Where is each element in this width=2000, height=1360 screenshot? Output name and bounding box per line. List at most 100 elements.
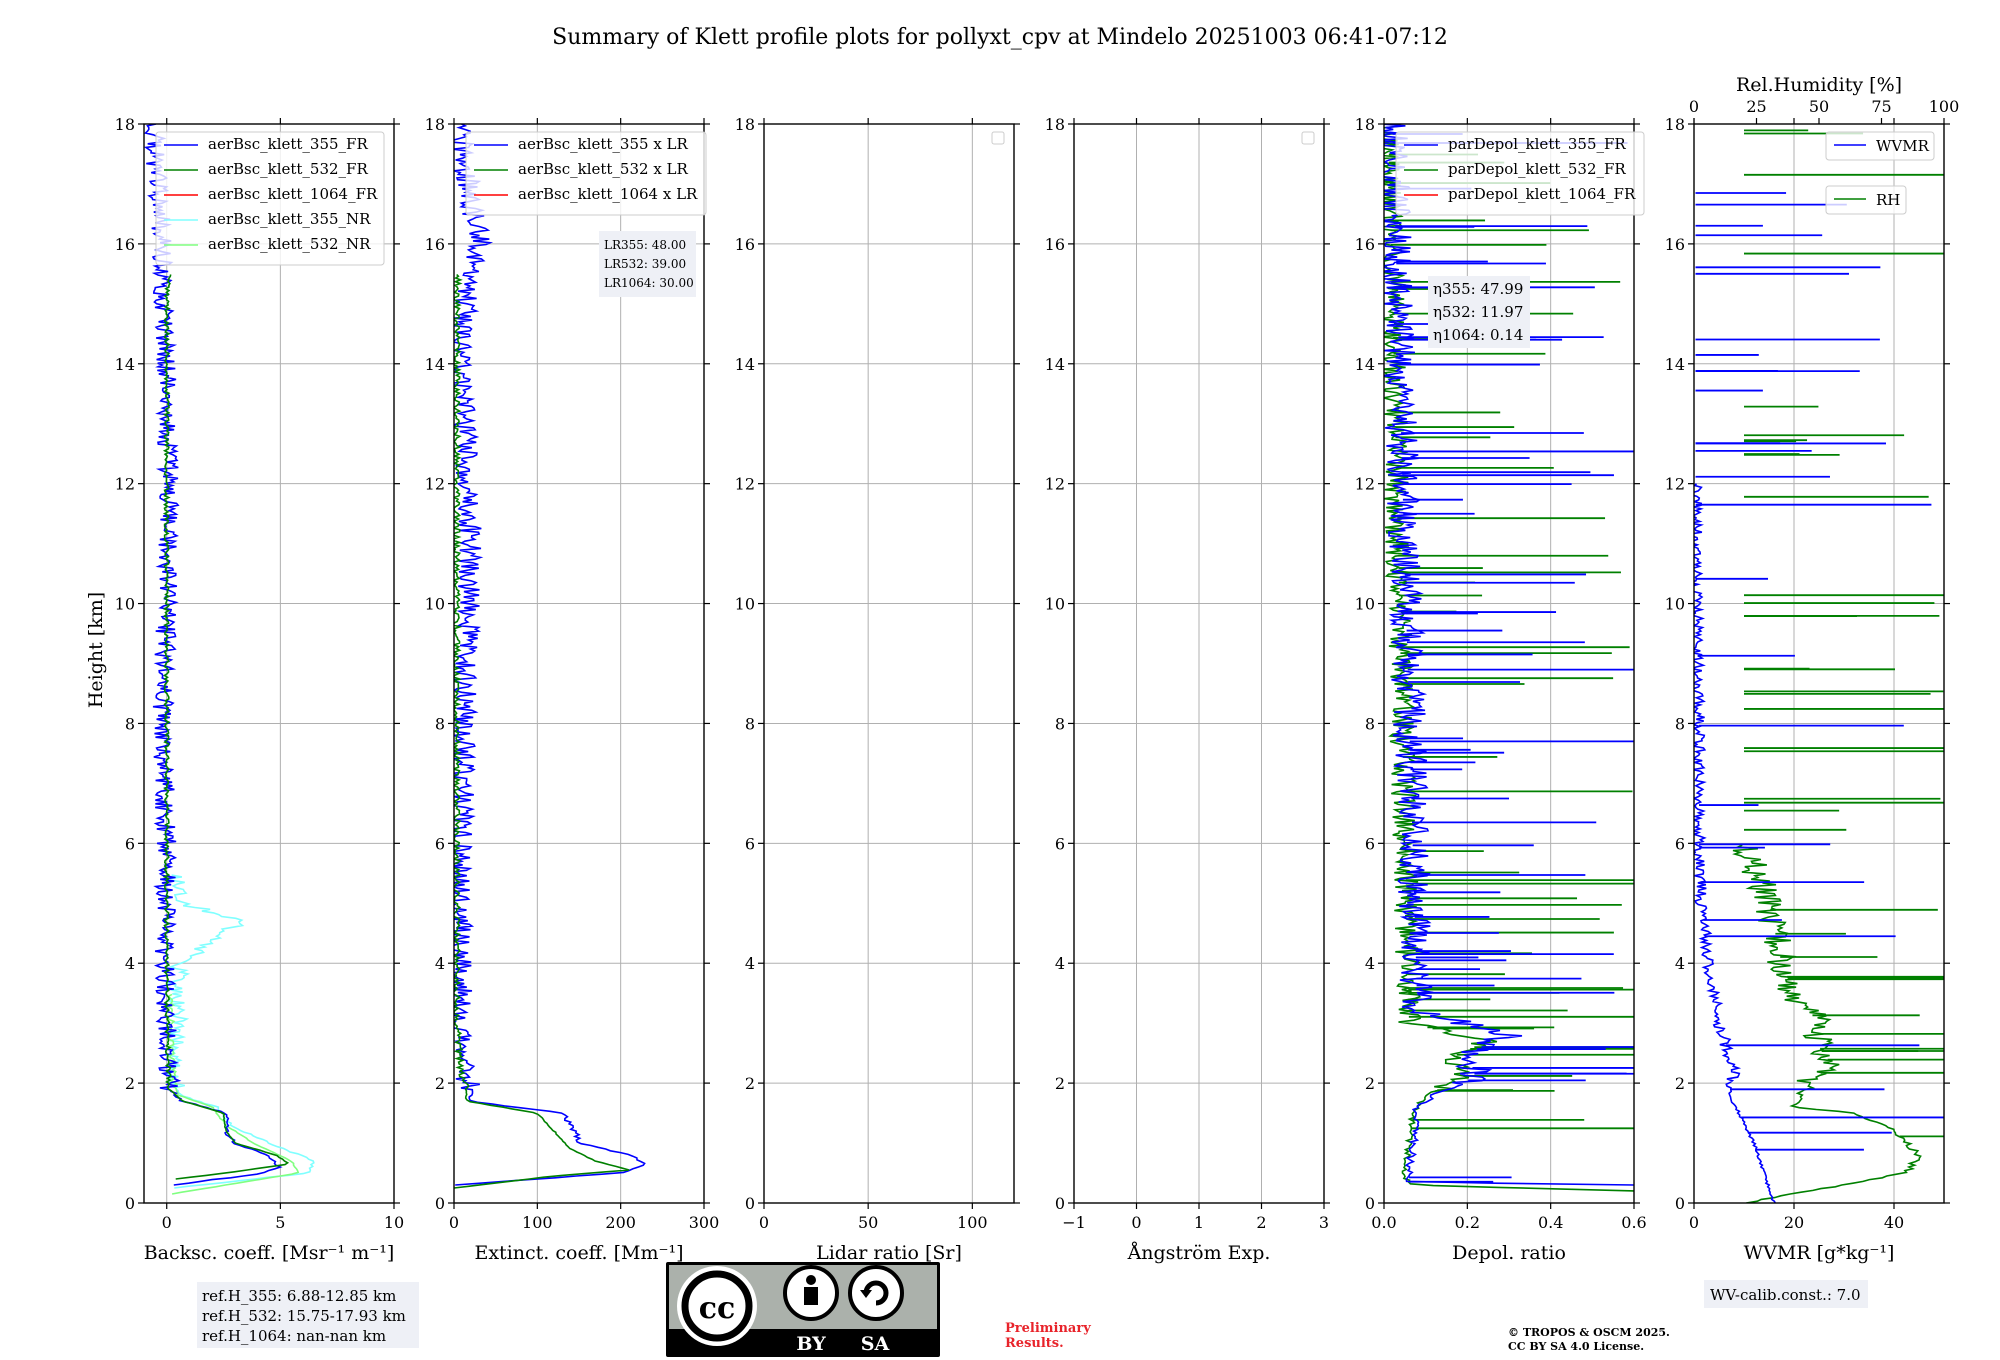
x-tick-label: 0.4 bbox=[1538, 1213, 1563, 1232]
cc-icon bbox=[681, 1270, 753, 1342]
figure-title: Summary of Klett profile plots for polly… bbox=[552, 25, 1448, 50]
y-tick-label: 16 bbox=[425, 235, 445, 254]
y-tick-label: 12 bbox=[735, 475, 755, 494]
y-tick-label: 14 bbox=[1355, 355, 1375, 374]
x-tick-label: −1 bbox=[1062, 1213, 1086, 1232]
x-axis-label: Lidar ratio [Sr] bbox=[816, 1242, 962, 1264]
series-group bbox=[454, 124, 646, 1189]
x-tick-label: 10 bbox=[384, 1213, 404, 1232]
wv-calib-box bbox=[1704, 1280, 1868, 1308]
y-tick-label: 14 bbox=[115, 355, 135, 374]
x-tick-label: 100 bbox=[522, 1213, 553, 1232]
y-tick-label: 14 bbox=[1045, 355, 1065, 374]
y-tick-label: 6 bbox=[435, 834, 445, 853]
x-tick-label: 0.6 bbox=[1621, 1213, 1646, 1232]
copyright-line-2: CC BY SA 4.0 License. bbox=[1508, 1340, 1644, 1353]
legend-entry: aerBsc_klett_355_FR bbox=[208, 135, 368, 153]
axes-frame bbox=[1693, 123, 1945, 1204]
y-tick-label: 2 bbox=[125, 1074, 135, 1093]
y-tick-label: 0 bbox=[1055, 1194, 1065, 1213]
y-tick-label: 10 bbox=[1045, 595, 1065, 614]
series-line-aerBsc_klett_532_NR bbox=[166, 993, 300, 1195]
x-tick-label: 0 bbox=[162, 1213, 172, 1232]
y-tick-label: 10 bbox=[735, 595, 755, 614]
y-tick-label: 18 bbox=[1665, 115, 1685, 134]
legend-entry: aerBsc_klett_355_NR bbox=[208, 210, 371, 228]
legend-entry: aerBsc_klett_532_NR bbox=[208, 235, 371, 253]
rh-tick-label: 75 bbox=[1871, 97, 1891, 116]
axes-frame bbox=[1383, 123, 1635, 1204]
series-line-RH bbox=[1732, 844, 1922, 1203]
legend-entry: parDepol_klett_355_FR bbox=[1448, 135, 1626, 153]
y-tick-label: 0 bbox=[1675, 1194, 1685, 1213]
rh-tick-label: 100 bbox=[1929, 97, 1960, 116]
y-tick-label: 6 bbox=[1055, 834, 1065, 853]
by-label: BY bbox=[796, 1333, 826, 1355]
legend-entry: aerBsc_klett_1064 x LR bbox=[518, 185, 698, 203]
y-tick-label: 0 bbox=[1365, 1194, 1375, 1213]
cc-label: cc bbox=[699, 1291, 736, 1326]
panel-extinction: 0 2 4 6 8 10 12 14 16 18 0 100 200 300 Extinct. coeff.… bbox=[425, 115, 720, 1264]
legend-entry: parDepol_klett_1064_FR bbox=[1448, 185, 1636, 203]
series-line-aerBsc_klett_355_NR bbox=[164, 874, 315, 1189]
x-tick-label: 50 bbox=[858, 1213, 878, 1232]
x-tick-label: 40 bbox=[1884, 1213, 1904, 1232]
y-tick-label: 6 bbox=[745, 834, 755, 853]
y-tick-label: 6 bbox=[1365, 834, 1375, 853]
x-tick-label: 200 bbox=[605, 1213, 636, 1232]
legend-wvmr bbox=[1825, 131, 1935, 161]
y-tick-label: 4 bbox=[1675, 954, 1685, 973]
y-tick-label: 16 bbox=[115, 235, 135, 254]
eta-annotation: η532: 11.97 bbox=[1433, 303, 1523, 321]
x-axis-label: Depol. ratio bbox=[1452, 1242, 1566, 1264]
y-tick-label: 16 bbox=[1045, 235, 1065, 254]
x-tick-label: 3 bbox=[1319, 1213, 1329, 1232]
legend-entry: parDepol_klett_532_FR bbox=[1448, 160, 1626, 178]
y-tick-label: 4 bbox=[1055, 954, 1065, 973]
x-tick-label: 20 bbox=[1784, 1213, 1804, 1232]
y-tick-label: 6 bbox=[1675, 834, 1685, 853]
y-tick-label: 16 bbox=[1665, 235, 1685, 254]
series-group bbox=[1694, 129, 1944, 1203]
copyright-line-1: © TROPOS & OSCM 2025. bbox=[1508, 1326, 1670, 1339]
rh-tick-label: 50 bbox=[1809, 97, 1829, 116]
y-tick-label: 16 bbox=[1355, 235, 1375, 254]
legend-entry: aerBsc_klett_355 x LR bbox=[518, 135, 689, 153]
panel-backscatter: 0 2 4 6 8 10 12 14 16 18 0 5 10 Backsc. coeff. [Msr⁻¹… bbox=[115, 115, 405, 1264]
y-tick-label: 14 bbox=[735, 355, 755, 374]
wv-calib-const: WV-calib.const.: 7.0 bbox=[1710, 1286, 1861, 1304]
ref-h-355: ref.H_355: 6.88-12.85 km bbox=[202, 1287, 396, 1305]
lr-box bbox=[599, 231, 696, 297]
y-tick-label: 12 bbox=[1045, 475, 1065, 494]
legend-entry: RH bbox=[1876, 191, 1900, 209]
y-tick-label: 14 bbox=[1665, 355, 1685, 374]
y-tick-label: 2 bbox=[1055, 1074, 1065, 1093]
rh-axis-label: Rel.Humidity [%] bbox=[1736, 74, 1902, 96]
axes-frame bbox=[453, 123, 705, 1204]
y-tick-label: 12 bbox=[1355, 475, 1375, 494]
eta-annotation: η355: 47.99 bbox=[1433, 280, 1523, 298]
y-tick-label: 4 bbox=[125, 954, 135, 973]
x-tick-label: 0.0 bbox=[1371, 1213, 1396, 1232]
x-tick-label: 2 bbox=[1256, 1213, 1266, 1232]
cc-by-sa-logo: cc BY SA bbox=[666, 1262, 940, 1357]
y-tick-label: 10 bbox=[425, 595, 445, 614]
series-group bbox=[144, 124, 315, 1195]
x-axis-label: Extinct. coeff. [Mm⁻¹] bbox=[474, 1242, 683, 1264]
lr-annotation: LR355: 48.00 bbox=[604, 238, 686, 252]
y-tick-label: 12 bbox=[115, 475, 135, 494]
legend bbox=[465, 131, 707, 216]
x-tick-label: 100 bbox=[957, 1213, 988, 1232]
legend-entry: WVMR bbox=[1876, 137, 1930, 155]
empty-legend bbox=[991, 131, 1005, 145]
legend-entry: aerBsc_klett_532 x LR bbox=[518, 160, 689, 178]
sa-label: SA bbox=[861, 1333, 890, 1355]
lr-annotation: LR532: 39.00 bbox=[604, 257, 686, 271]
series-line-aerBsc_klett_355_FR bbox=[144, 124, 283, 1186]
y-tick-label: 0 bbox=[435, 1194, 445, 1213]
x-tick-label: 0.2 bbox=[1455, 1213, 1480, 1232]
axes-frame bbox=[143, 123, 395, 1204]
